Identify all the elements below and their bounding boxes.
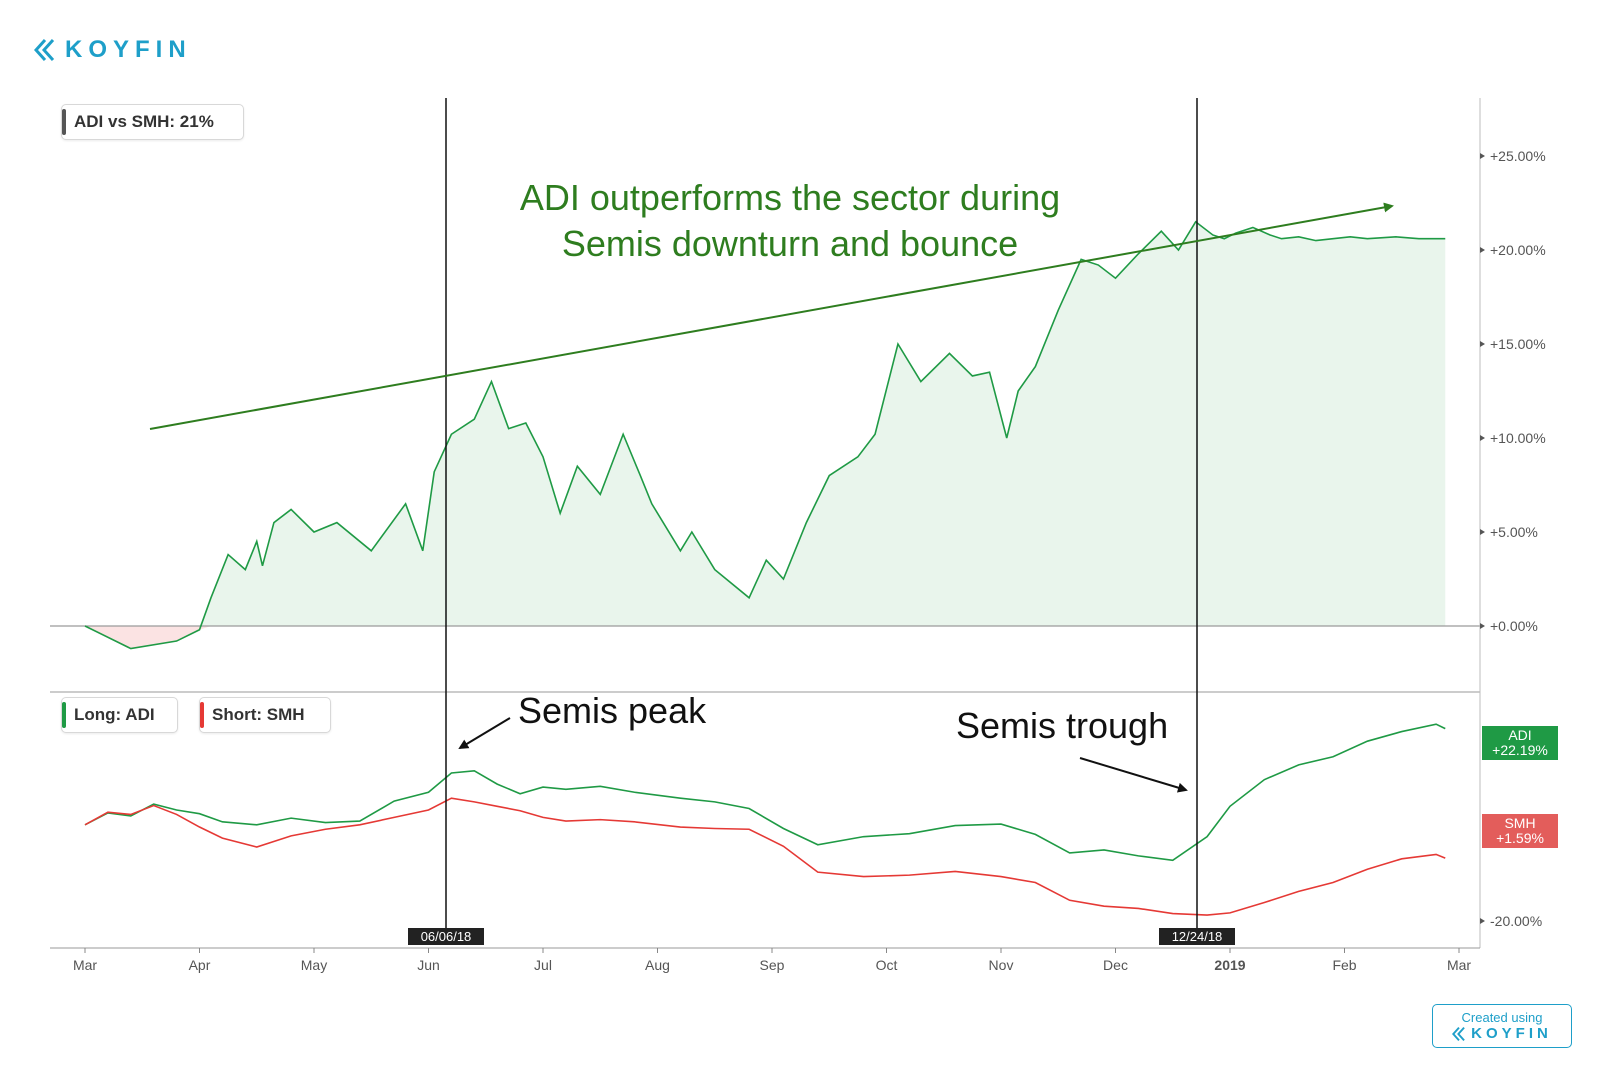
perf-ytick-label: -20.00% xyxy=(1490,913,1542,929)
x-tick-label: Mar xyxy=(73,957,97,973)
marker-date-box-trough xyxy=(1159,928,1235,945)
trend-annotation: ADI outperforms the sector during Semis … xyxy=(480,175,1100,267)
spread-ytick-mark xyxy=(1480,623,1485,629)
koyfin-chevron-icon xyxy=(1452,1026,1465,1041)
spread-positive-area xyxy=(85,221,1446,627)
x-tick-label: Dec xyxy=(1103,957,1128,973)
spread-ytick-label: +5.00% xyxy=(1490,524,1538,540)
x-tick-label: Aug xyxy=(645,957,670,973)
trough-annotation: Semis trough xyxy=(956,705,1169,746)
legend-color-bar xyxy=(62,109,66,135)
series-line-adi xyxy=(84,723,1446,862)
trend-arrow xyxy=(149,202,1394,430)
trend-annotation-line1: ADI outperforms the sector during xyxy=(519,177,1061,218)
spread-ytick-mark xyxy=(1480,247,1485,253)
adi-tag-name: ADI xyxy=(1508,727,1532,743)
footer-brand: KOYFIN xyxy=(1471,1025,1552,1042)
spread-ytick-mark xyxy=(1480,153,1485,159)
marker-date-peak: 06/06/18 xyxy=(421,929,472,944)
koyfin-logo[interactable]: KOYFIN xyxy=(34,36,192,64)
x-tick-label: 2019 xyxy=(1214,957,1245,973)
koyfin-chevron-icon xyxy=(34,39,55,61)
trough-arrow xyxy=(1079,757,1188,793)
spread-legend-label: ADI vs SMH: 21% xyxy=(74,112,214,131)
perf-ytick-mark xyxy=(1480,918,1485,924)
adi-tag-value: +22.19% xyxy=(1492,742,1548,758)
x-tick-label: Feb xyxy=(1332,957,1356,973)
footer-logo: KOYFIN xyxy=(1452,1025,1552,1042)
spread-negative-area xyxy=(85,626,1446,649)
spread-ytick-label: +15.00% xyxy=(1490,336,1546,352)
x-tick-label: Jul xyxy=(534,957,552,973)
x-tick-label: Oct xyxy=(876,957,898,973)
short-legend-pill[interactable]: Short: SMH xyxy=(199,697,331,733)
spread-ytick-mark xyxy=(1480,341,1485,347)
marker-date-box-peak xyxy=(408,928,484,945)
x-tick-label: Nov xyxy=(989,957,1014,973)
peak-arrow xyxy=(458,717,511,750)
spread-ytick-label: +10.00% xyxy=(1490,430,1546,446)
brand-name: KOYFIN xyxy=(65,36,192,63)
series-line-smh xyxy=(84,797,1446,916)
spread-legend-pill[interactable]: ADI vs SMH: 21% xyxy=(61,104,244,140)
x-tick-label: May xyxy=(301,957,327,973)
smh-value-tag: SMH +1.59% xyxy=(1482,814,1558,848)
long-legend-label: Long: ADI xyxy=(74,705,155,724)
x-tick-label: Mar xyxy=(1447,957,1471,973)
long-legend-pill[interactable]: Long: ADI xyxy=(61,697,178,733)
x-tick-label: Sep xyxy=(760,957,785,973)
spread-ytick-mark xyxy=(1480,529,1485,535)
peak-annotation: Semis peak xyxy=(518,690,707,731)
smh-tag-name: SMH xyxy=(1504,815,1536,831)
legend-color-bar xyxy=(62,702,66,728)
x-tick-label: Apr xyxy=(189,957,211,973)
adi-value-tag: ADI +22.19% xyxy=(1482,726,1558,760)
created-using-label: Created using xyxy=(1461,1010,1543,1025)
marker-date-trough: 12/24/18 xyxy=(1172,929,1223,944)
trend-annotation-line2: Semis downturn and bounce xyxy=(561,223,1019,264)
legend-color-bar xyxy=(200,702,204,728)
spread-ytick-label: +0.00% xyxy=(1490,618,1538,634)
spread-ytick-label: +25.00% xyxy=(1490,148,1546,164)
spread-ytick-label: +20.00% xyxy=(1490,242,1546,258)
created-using-badge[interactable]: Created using KOYFIN xyxy=(1432,1004,1572,1048)
smh-tag-value: +1.59% xyxy=(1496,830,1544,846)
short-legend-label: Short: SMH xyxy=(212,705,305,724)
spread-line xyxy=(84,220,1446,650)
x-tick-label: Jun xyxy=(417,957,440,973)
spread-ytick-mark xyxy=(1480,435,1485,441)
